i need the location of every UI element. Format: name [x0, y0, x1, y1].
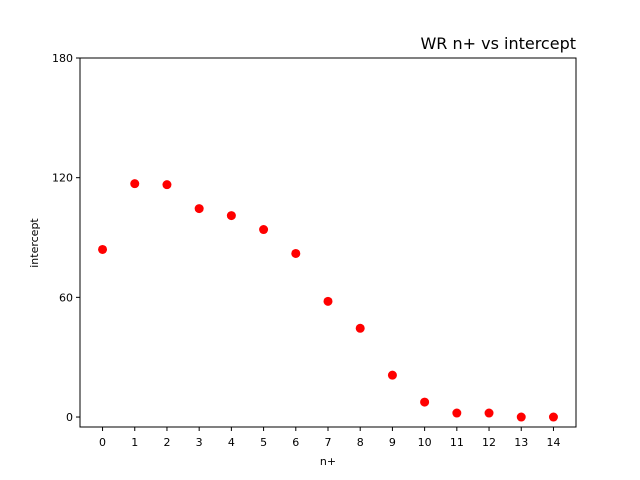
- data-point: [548, 412, 558, 422]
- data-point: [516, 412, 526, 422]
- data-point: [387, 370, 397, 380]
- data-point: [98, 244, 108, 254]
- y-tick-label: 180: [52, 52, 73, 65]
- data-point: [355, 323, 365, 333]
- x-tick-label: 1: [131, 436, 138, 449]
- data-point: [452, 408, 462, 418]
- data-point: [162, 180, 172, 190]
- data-point: [194, 204, 204, 214]
- x-tick-label: 12: [482, 436, 496, 449]
- plot-area: [98, 179, 558, 422]
- chart-title: WR n+ vs intercept: [420, 34, 576, 53]
- x-tick-label: 8: [357, 436, 364, 449]
- x-axis-label: n+: [320, 455, 336, 468]
- y-tick-label: 120: [52, 172, 73, 185]
- data-point: [323, 296, 333, 306]
- data-point: [130, 179, 140, 189]
- x-tick-label: 14: [546, 436, 560, 449]
- x-tick-label: 2: [163, 436, 170, 449]
- y-tick-label: 0: [66, 411, 73, 424]
- data-point: [226, 211, 236, 221]
- data-point: [420, 397, 430, 407]
- x-tick-label: 3: [196, 436, 203, 449]
- x-tick-label: 9: [389, 436, 396, 449]
- x-tick-label: 5: [260, 436, 267, 449]
- data-point: [484, 408, 494, 418]
- x-tick-label: 0: [99, 436, 106, 449]
- x-tick-label: 11: [450, 436, 464, 449]
- x-tick-label: 7: [325, 436, 332, 449]
- y-tick-label: 60: [59, 291, 73, 304]
- x-tick-label: 10: [418, 436, 432, 449]
- data-point: [291, 248, 301, 258]
- x-tick-label: 4: [228, 436, 235, 449]
- x-tick-label: 6: [292, 436, 299, 449]
- x-tick-label: 13: [514, 436, 528, 449]
- y-axis-label: intercept: [28, 218, 41, 268]
- data-point: [259, 225, 269, 235]
